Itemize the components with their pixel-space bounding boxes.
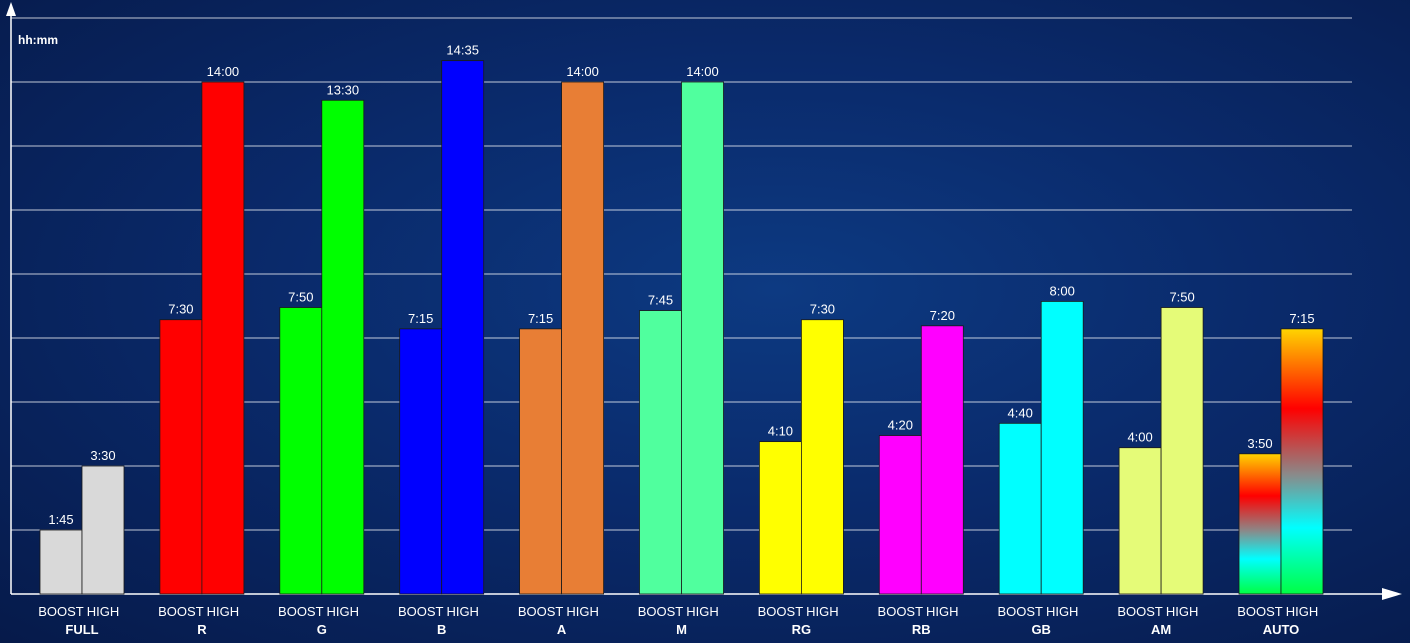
series-tick-label: BOOST (38, 604, 84, 619)
category-group-a: 7:15 BOOST 14:00 HIGH A (518, 64, 604, 637)
series-tick-label: HIGH (207, 604, 240, 619)
x-axis-arrow (1382, 588, 1402, 600)
category-group-full: 1:45 BOOST 3:30 HIGH FULL (38, 448, 125, 637)
category-label: AUTO (1263, 622, 1300, 637)
series-tick-label: BOOST (398, 604, 444, 619)
series-tick-label: BOOST (997, 604, 1043, 619)
bar-m-boost (639, 310, 682, 595)
data-label: 7:45 (648, 293, 673, 308)
bar-g-boost (279, 307, 323, 595)
series-tick-label: BOOST (158, 604, 204, 619)
data-label: 4:20 (888, 418, 913, 433)
data-label: 7:30 (168, 302, 193, 317)
data-label: 7:50 (288, 290, 313, 305)
category-label: FULL (65, 622, 98, 637)
series-tick-label: BOOST (518, 604, 564, 619)
data-label: 14:00 (207, 64, 240, 79)
bar-auto-boost (1238, 453, 1282, 595)
series-tick-label: BOOST (878, 604, 924, 619)
category-label: RG (792, 622, 812, 637)
bar-gb-high (1040, 301, 1084, 595)
bar-a-high (561, 81, 604, 595)
data-label: 8:00 (1050, 283, 1075, 298)
category-group-am: 4:00 BOOST 7:50 HIGH AM (1117, 290, 1204, 637)
bar-am-boost (1118, 447, 1162, 595)
bar-auto-high (1280, 328, 1324, 595)
y-axis-label: hh:mm (18, 33, 58, 47)
bar-r-boost (159, 319, 203, 595)
bar-m-high (681, 81, 724, 595)
data-label: 7:15 (1289, 311, 1314, 326)
series-tick-label: BOOST (1117, 604, 1163, 619)
bar-rg-high (801, 319, 844, 595)
series-tick-label: HIGH (327, 604, 360, 619)
series-tick-label: HIGH (446, 604, 479, 619)
category-label: A (557, 622, 567, 637)
bar-a-boost (519, 328, 562, 595)
bar-r-high (201, 81, 245, 595)
series-tick-label: HIGH (1166, 604, 1199, 619)
data-label: 7:15 (408, 311, 433, 326)
data-label: 14:00 (686, 64, 719, 79)
series-tick-label: HIGH (1286, 604, 1319, 619)
series-tick-label: HIGH (1046, 604, 1079, 619)
data-label: 7:20 (930, 308, 955, 323)
bar-rg-boost (759, 441, 802, 595)
bar-gb-boost (998, 422, 1042, 595)
data-label: 13:30 (327, 82, 360, 97)
data-label: 7:30 (810, 302, 835, 317)
data-label: 4:10 (768, 424, 793, 439)
series-tick-label: HIGH (686, 604, 719, 619)
bar-am-high (1160, 307, 1204, 595)
bar-b-boost (399, 328, 443, 595)
series-tick-label: BOOST (1237, 604, 1283, 619)
category-label: M (676, 622, 687, 637)
bars: 1:45BOOST3:30HIGHFULL7:30BOOST14:00HIGHR… (38, 43, 1324, 637)
bar-full-high (81, 465, 125, 595)
data-label: 4:00 (1127, 430, 1152, 445)
bar-full-boost (39, 529, 83, 595)
category-group-m: 7:45 BOOST 14:00 HIGH M (638, 64, 724, 637)
series-tick-label: HIGH (926, 604, 959, 619)
series-tick-label: HIGH (87, 604, 120, 619)
series-tick-label: BOOST (758, 604, 804, 619)
category-label: R (197, 622, 207, 637)
category-label: G (317, 622, 327, 637)
data-label: 7:50 (1169, 290, 1194, 305)
bar-rb-boost (878, 435, 922, 595)
category-group-rb: 4:20 BOOST 7:20 HIGH RB (878, 308, 964, 637)
data-label: 3:50 (1247, 436, 1272, 451)
data-label: 4:40 (1008, 405, 1033, 420)
category-group-rg: 4:10 BOOST 7:30 HIGH RG (758, 302, 844, 637)
series-tick-label: HIGH (806, 604, 839, 619)
category-label: B (437, 622, 446, 637)
bar-g-high (321, 99, 365, 595)
category-label: AM (1151, 622, 1171, 637)
data-label: 3:30 (90, 448, 115, 463)
y-axis-arrow (6, 2, 16, 16)
category-label: GB (1031, 622, 1051, 637)
data-label: 1:45 (48, 512, 73, 527)
bar-b-high (441, 60, 485, 595)
data-label: 14:00 (566, 64, 599, 79)
category-group-auto: 3:50 BOOST 7:15 HIGH AUTO (1237, 311, 1324, 637)
series-tick-label: BOOST (278, 604, 324, 619)
series-tick-label: BOOST (638, 604, 684, 619)
category-group-gb: 4:40 BOOST 8:00 HIGH GB (997, 283, 1084, 637)
category-label: RB (912, 622, 931, 637)
data-label: 14:35 (446, 43, 479, 58)
data-label: 7:15 (528, 311, 553, 326)
series-tick-label: HIGH (566, 604, 599, 619)
bar-rb-high (920, 325, 964, 595)
